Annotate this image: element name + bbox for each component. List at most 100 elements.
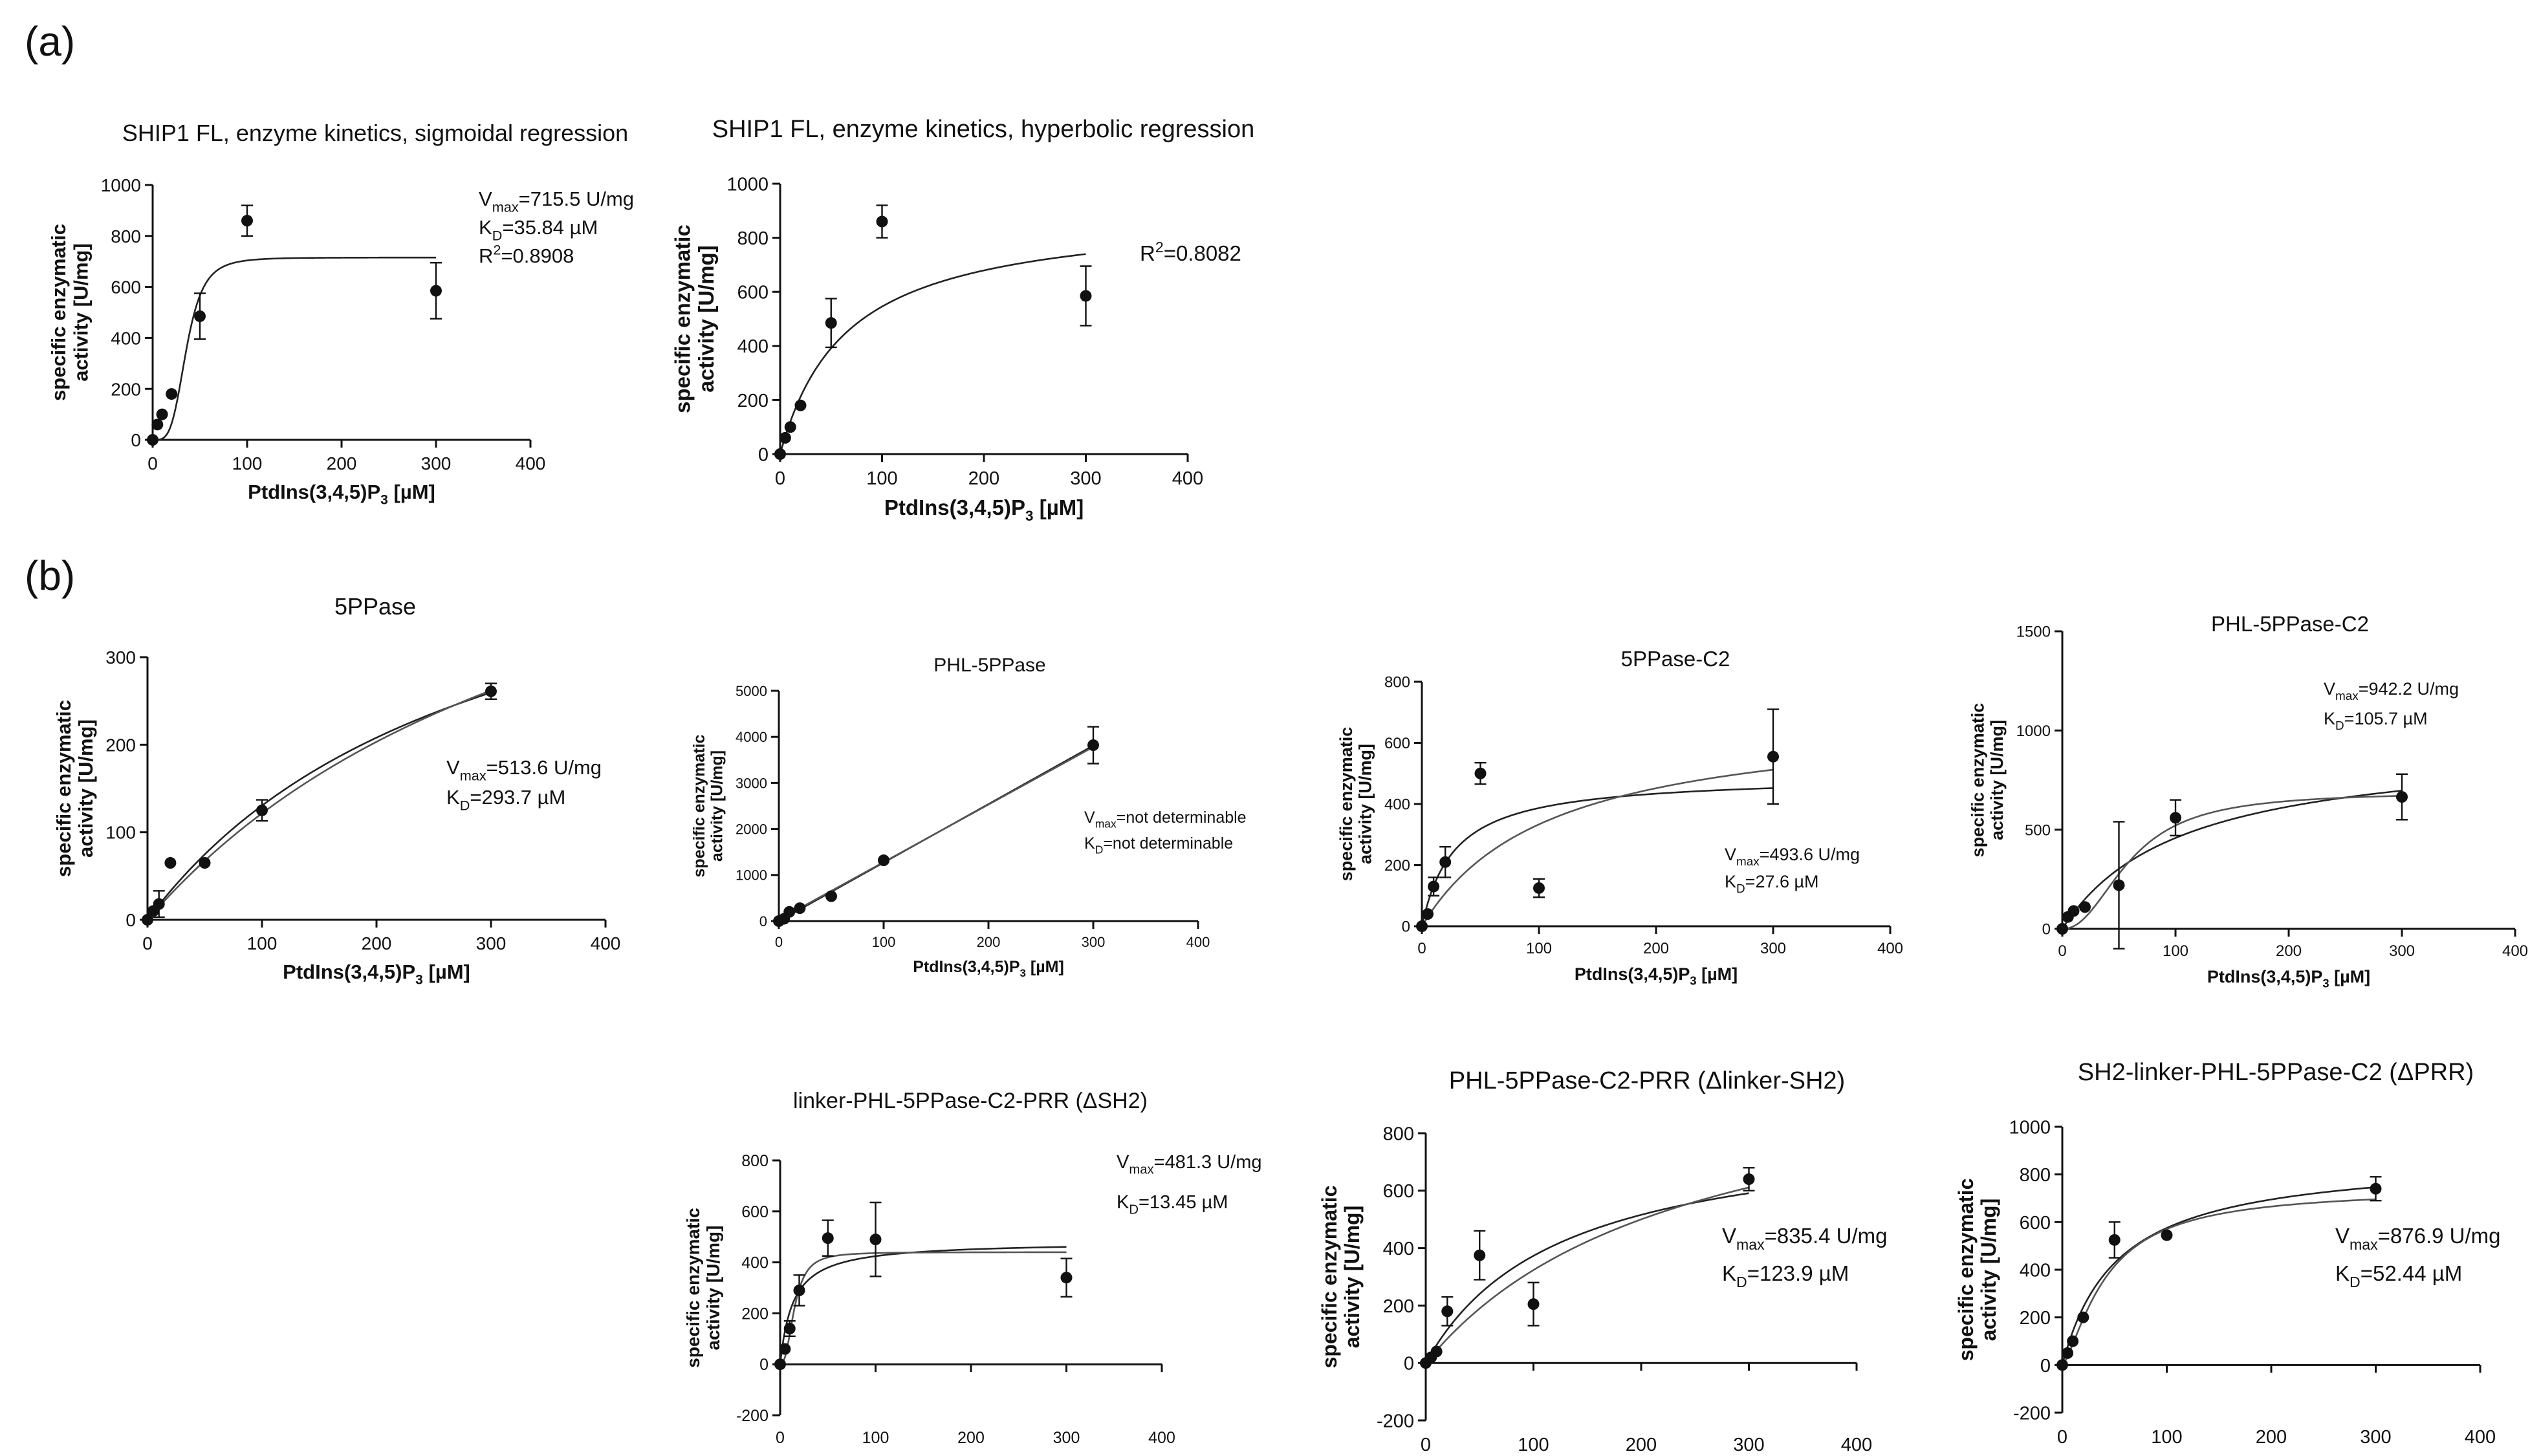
- data-point: [2067, 1335, 2079, 1347]
- x-axis-label-main: PtdIns(3,4,5)P: [2207, 967, 2323, 986]
- x-axis-label: PtdIns(3,4,5)P3 [µM]: [2174, 1454, 2368, 1456]
- annotation: Vmax=481.3 U/mg: [1117, 1152, 1262, 1177]
- x-axis-label-sub: 3: [380, 493, 388, 508]
- x-axis-label-sub: 3: [2322, 977, 2329, 990]
- annotation-symbol: K: [479, 216, 492, 239]
- x-tick-label: 200: [362, 933, 392, 953]
- x-tick-label: 100: [1526, 940, 1552, 957]
- y-tick-label: 800: [2020, 1165, 2051, 1186]
- annotation-subscript: max: [492, 199, 519, 215]
- x-axis-label: PtdIns(3,4,5)P3 [µM]: [248, 481, 435, 508]
- annotation-symbol: V: [1117, 1152, 1129, 1173]
- chart-title: SHIP1 FL, enzyme kinetics, hyperbolic re…: [712, 116, 1254, 143]
- chart-title: linker-PHL-5PPase-C2-PRR (ΔSH2): [793, 1089, 1148, 1113]
- y-axis-label: specific enzymatic: [683, 1208, 703, 1367]
- data-point: [2062, 1347, 2074, 1359]
- y-axis-label: activity [U/mg]: [694, 245, 718, 392]
- data-point: [1430, 1345, 1443, 1358]
- chart-title: PHL-5PPase-C2: [2211, 612, 2369, 636]
- fit-curve-2: [780, 1251, 1067, 1365]
- y-tick-label: 400: [737, 336, 769, 357]
- data-point: [430, 285, 442, 297]
- data-point: [779, 431, 791, 444]
- data-point: [1060, 1272, 1073, 1284]
- x-tick-label: 400: [1877, 940, 1903, 957]
- annotation-subscript: D: [2350, 1274, 2361, 1290]
- x-axis-label-unit: [µM]: [1013, 1454, 1056, 1456]
- y-tick-label: 800: [737, 228, 769, 249]
- panel-label-a: (a): [25, 18, 75, 65]
- y-tick-label: 1000: [2009, 1117, 2051, 1138]
- y-axis-label: activity [U/mg]: [74, 719, 97, 858]
- data-point: [1416, 920, 1428, 932]
- annotation-subscript: D: [2335, 719, 2344, 733]
- x-tick-label: 0: [775, 468, 785, 489]
- x-axis-label-main: PtdIns(3,4,5)P: [884, 495, 1025, 519]
- data-point: [794, 902, 806, 915]
- data-point: [2079, 901, 2091, 913]
- data-point: [774, 1358, 786, 1371]
- annotation: KD=105.7 µM: [2324, 709, 2428, 733]
- data-point: [793, 1284, 805, 1296]
- data-point: [1767, 750, 1779, 763]
- data-point: [1743, 1173, 1755, 1186]
- annotation-value: =105.7 µM: [2344, 709, 2428, 728]
- x-tick-label: 0: [1421, 1435, 1431, 1455]
- y-tick-label: 200: [1383, 1296, 1414, 1317]
- annotation: Vmax=835.4 U/mg: [1722, 1224, 1888, 1253]
- y-tick-label: 600: [111, 277, 141, 298]
- data-point: [147, 434, 158, 446]
- annotation-value: =876.9 U/mg: [2378, 1224, 2501, 1248]
- y-tick-label: 1000: [736, 867, 767, 884]
- y-axis-label: specific enzymatic: [1318, 1186, 1341, 1369]
- y-tick-label: 0: [2040, 1356, 2051, 1376]
- data-point: [783, 906, 796, 918]
- fit-curve-2: [2062, 1198, 2376, 1366]
- data-point: [1422, 908, 1434, 920]
- fit-curve-1: [146, 691, 492, 920]
- y-tick-label: 0: [1404, 1354, 1414, 1375]
- data-point: [2113, 879, 2125, 891]
- data-point: [166, 388, 178, 400]
- chart-b6: PHL-5PPase-C2-PRR (Δlinker-SH2) -200 0 200 4…: [1318, 1067, 1888, 1455]
- annotation-subscript: D: [1736, 1274, 1747, 1290]
- chart-b4: PHL-5PPase-C2 0 500 1000 1500 0 100 200 300 400 Pt…: [1968, 612, 2528, 990]
- data-point: [825, 317, 837, 329]
- y-tick-label: 200: [737, 391, 769, 411]
- y-tick-label: 0: [758, 444, 769, 465]
- y-axis-label: specific enzymatic: [1336, 727, 1356, 882]
- x-tick-label: 200: [1643, 940, 1669, 957]
- y-tick-label: 400: [1384, 796, 1410, 814]
- annotation: KD=123.9 µM: [1722, 1261, 1849, 1290]
- chart-b5: linker-PHL-5PPase-C2-PRR (ΔSH2) -200 0 200 4…: [683, 1089, 1261, 1456]
- x-axis-label-sub: 3: [1020, 967, 1026, 979]
- annotation-symbol: V: [2335, 1224, 2350, 1248]
- x-tick-label: 300: [2360, 1427, 2391, 1448]
- y-tick-label: 1000: [2016, 723, 2051, 740]
- annotation-subscript: D: [1129, 1203, 1139, 1217]
- y-tick-label: -200: [1377, 1411, 1414, 1431]
- annotation-value: =513.6 U/mg: [486, 756, 602, 779]
- y-tick-label: 5000: [736, 683, 767, 699]
- x-tick-label: 400: [1172, 468, 1203, 489]
- data-point: [256, 804, 268, 816]
- fit-curve-1: [1424, 1192, 1749, 1364]
- y-tick-label: 800: [1383, 1124, 1414, 1144]
- annotation-symbol: K: [446, 786, 460, 809]
- fit-curve-1: [1421, 787, 1774, 927]
- y-tick-label: 600: [737, 283, 769, 303]
- annotation-subscript: D: [1095, 843, 1104, 856]
- annotation-symbol: V: [446, 756, 460, 779]
- annotation-symbol: V: [479, 188, 492, 210]
- x-tick-label: 200: [1626, 1435, 1657, 1455]
- annotation: Vmax=not determinable: [1084, 809, 1247, 831]
- annotation-symbol: R: [1140, 241, 1155, 265]
- data-point: [869, 1233, 882, 1246]
- y-axis-label: activity [U/mg]: [1340, 1206, 1364, 1348]
- data-point: [156, 408, 168, 420]
- y-tick-label: 3000: [736, 775, 767, 791]
- y-tick-label: 2000: [736, 821, 767, 838]
- data-point: [2056, 923, 2068, 935]
- annotation-symbol: K: [1722, 1261, 1736, 1285]
